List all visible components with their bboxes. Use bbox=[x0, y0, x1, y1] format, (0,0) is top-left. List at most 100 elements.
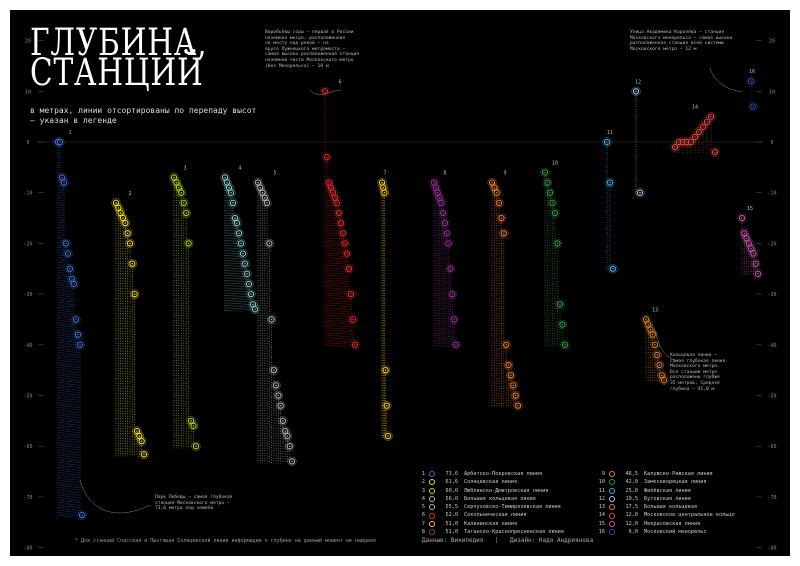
station-marker-core bbox=[564, 344, 566, 346]
station-marker-halo bbox=[120, 218, 130, 228]
footnote: * Для станций Спасская и Пыхтящая Солнце… bbox=[75, 538, 377, 544]
station-marker-core bbox=[185, 212, 188, 214]
station-marker-halo bbox=[650, 340, 660, 350]
legend-value: 25,0 bbox=[625, 487, 639, 494]
legend-item-16: 16 6,0 Московский монорельс bbox=[595, 528, 735, 536]
station-marker-core bbox=[334, 196, 336, 199]
station-marker-halo bbox=[542, 177, 553, 188]
station-marker-core bbox=[493, 186, 496, 189]
y-tick-label-left: -60 bbox=[23, 444, 32, 450]
line-number-label: 6 bbox=[338, 79, 341, 85]
legend-label: Большая кольцевая bbox=[644, 504, 698, 511]
station-marker-halo bbox=[336, 218, 346, 228]
station-marker-core bbox=[554, 212, 556, 214]
station-marker-core bbox=[752, 252, 755, 255]
station-marker-core bbox=[244, 262, 246, 265]
station-marker-core bbox=[500, 217, 503, 219]
y-tick-label-left: -20 bbox=[23, 241, 32, 247]
station-marker-halo bbox=[340, 238, 350, 248]
station-marker-core bbox=[609, 181, 611, 184]
station-marker-core bbox=[124, 222, 127, 224]
station-marker-halo bbox=[545, 188, 555, 198]
line-number-label: 13 bbox=[652, 307, 658, 313]
station-marker-halo bbox=[65, 264, 75, 274]
depth-chart: 20 20 10 10 0 0 -10 -10 -20 -20 -30 -30 -40 -40 -50 -50… bbox=[23, 39, 776, 552]
station-marker-core bbox=[246, 273, 248, 275]
station-marker-core bbox=[698, 131, 700, 133]
station-marker-halo bbox=[746, 76, 756, 86]
legend-number: 13 bbox=[598, 504, 605, 511]
station-marker-halo bbox=[602, 137, 612, 147]
station-marker-halo bbox=[438, 208, 448, 218]
station-marker-halo bbox=[508, 380, 518, 390]
station-marker-halo bbox=[59, 177, 69, 188]
station-marker-core bbox=[514, 394, 517, 397]
legend-item-15: 15 12,0 Некрасовская линия bbox=[595, 520, 735, 528]
legend-ring-icon bbox=[429, 529, 435, 536]
station-marker-halo bbox=[250, 304, 260, 314]
station-marker-halo bbox=[342, 248, 352, 259]
legend-ring-icon bbox=[609, 520, 615, 527]
station-marker-core bbox=[748, 242, 750, 245]
station-marker-halo bbox=[127, 259, 137, 269]
station-marker-core bbox=[455, 344, 457, 346]
station-marker-core bbox=[248, 283, 250, 285]
station-marker-halo bbox=[506, 370, 516, 380]
legend-item-5: 5 55,5 Серпуховско-Тимирязевская линия bbox=[415, 503, 564, 511]
station-marker-halo bbox=[496, 213, 507, 223]
station-marker-core bbox=[282, 420, 284, 422]
station-marker-core bbox=[73, 283, 75, 285]
station-marker-core bbox=[277, 394, 280, 397]
legend-number: 14 bbox=[598, 512, 605, 519]
station-marker-halo bbox=[560, 340, 570, 350]
station-marker-halo bbox=[264, 238, 274, 248]
station-marker-core bbox=[173, 176, 175, 179]
y-tick-label-right: -80 bbox=[767, 546, 776, 552]
legend-label: Калужско-Рижская линия bbox=[644, 471, 713, 477]
y-tick-label-left: 10 bbox=[25, 89, 31, 95]
station-marker-core bbox=[288, 445, 291, 448]
legend-label: Серпуховско-Тимирязевская линия bbox=[464, 504, 561, 511]
station-marker-halo bbox=[659, 375, 669, 385]
legend-label: Филёвская линия bbox=[644, 487, 691, 494]
legend-label: Сокольническая линия bbox=[464, 512, 527, 519]
station-marker-core bbox=[266, 202, 268, 204]
y-tick-label-right: -70 bbox=[767, 495, 776, 501]
legend-item-1: 1 73,6 Арбатско-Покровская линия bbox=[415, 470, 564, 478]
legend-label: Бутовская линия bbox=[644, 495, 691, 502]
station-marker-halo bbox=[334, 208, 344, 218]
legend-item-6: 6 52,0 Сокольническая линия bbox=[415, 511, 564, 519]
station-marker-core bbox=[291, 460, 293, 463]
legend-number: 5 bbox=[421, 504, 425, 511]
station-marker-core bbox=[75, 318, 77, 321]
annotation-leader-park-pobedy bbox=[79, 479, 151, 514]
station-marker-core bbox=[261, 191, 264, 194]
station-marker-core bbox=[559, 303, 561, 306]
station-marker-halo bbox=[322, 152, 332, 162]
y-tick-label-left: -70 bbox=[23, 495, 32, 501]
station-marker-core bbox=[342, 232, 344, 235]
station-marker-core bbox=[639, 191, 641, 194]
station-marker-halo bbox=[436, 198, 446, 208]
station-marker-halo bbox=[346, 289, 356, 299]
legend-ring-icon bbox=[429, 471, 435, 478]
legend-ring-icon bbox=[429, 512, 435, 519]
station-marker-halo bbox=[605, 177, 615, 188]
line-number-label: 9 bbox=[503, 171, 506, 177]
station-marker-core bbox=[444, 222, 446, 224]
station-marker-halo bbox=[232, 218, 242, 228]
station-marker-core bbox=[645, 318, 647, 321]
station-marker-core bbox=[350, 293, 352, 295]
legend-value: 52,0 bbox=[445, 512, 459, 519]
station-marker-core bbox=[336, 202, 338, 204]
station-marker-halo bbox=[234, 228, 244, 238]
station-marker-core bbox=[491, 181, 493, 184]
legend-ring-icon bbox=[429, 496, 435, 503]
station-marker-core bbox=[187, 242, 190, 245]
station-marker-core bbox=[752, 105, 754, 108]
legend-ring-icon bbox=[609, 479, 615, 486]
y-tick-label-left: -50 bbox=[23, 394, 32, 400]
station-marker-halo bbox=[449, 314, 459, 325]
station-marker-core bbox=[226, 181, 228, 184]
annotation-korolyova: Улица Академика Королёва — станция Моско… bbox=[630, 30, 733, 52]
